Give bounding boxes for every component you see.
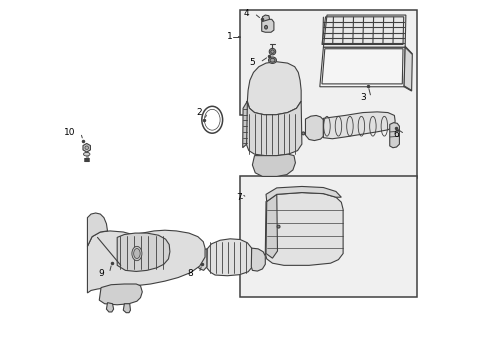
Text: 5: 5 (248, 58, 254, 67)
Polygon shape (87, 230, 204, 293)
Polygon shape (247, 62, 301, 115)
Text: 7: 7 (235, 193, 241, 202)
Polygon shape (265, 186, 341, 202)
Text: 2: 2 (196, 108, 202, 117)
Ellipse shape (277, 225, 280, 228)
Polygon shape (323, 112, 394, 139)
Text: 8: 8 (187, 269, 193, 278)
Text: 1: 1 (227, 32, 233, 41)
Polygon shape (240, 176, 416, 297)
Polygon shape (323, 15, 405, 47)
Polygon shape (261, 19, 273, 32)
Ellipse shape (264, 26, 267, 29)
Polygon shape (251, 248, 265, 271)
Polygon shape (87, 213, 107, 246)
Polygon shape (106, 303, 113, 312)
Polygon shape (117, 233, 169, 271)
Polygon shape (246, 101, 301, 156)
Ellipse shape (85, 146, 88, 149)
Polygon shape (262, 15, 269, 22)
Polygon shape (305, 116, 323, 140)
Ellipse shape (268, 57, 276, 63)
Text: 6: 6 (393, 130, 399, 139)
Polygon shape (242, 101, 247, 148)
Polygon shape (265, 193, 343, 265)
Ellipse shape (204, 109, 220, 130)
Polygon shape (240, 10, 416, 178)
Polygon shape (403, 47, 411, 91)
Polygon shape (206, 239, 252, 276)
Ellipse shape (132, 246, 142, 261)
Polygon shape (196, 249, 206, 270)
Ellipse shape (83, 152, 90, 156)
Polygon shape (252, 154, 295, 176)
Ellipse shape (202, 106, 222, 133)
Ellipse shape (269, 58, 274, 62)
Ellipse shape (133, 248, 140, 258)
Polygon shape (389, 123, 399, 148)
Polygon shape (319, 47, 405, 87)
Polygon shape (123, 304, 130, 313)
Polygon shape (83, 143, 90, 152)
Text: 4: 4 (243, 9, 248, 18)
Ellipse shape (270, 50, 274, 53)
Text: 3: 3 (359, 93, 365, 102)
Text: 9: 9 (98, 269, 104, 278)
Polygon shape (265, 194, 277, 258)
Text: 10: 10 (63, 128, 75, 137)
Ellipse shape (269, 48, 275, 55)
Ellipse shape (301, 132, 304, 135)
Polygon shape (99, 284, 142, 305)
